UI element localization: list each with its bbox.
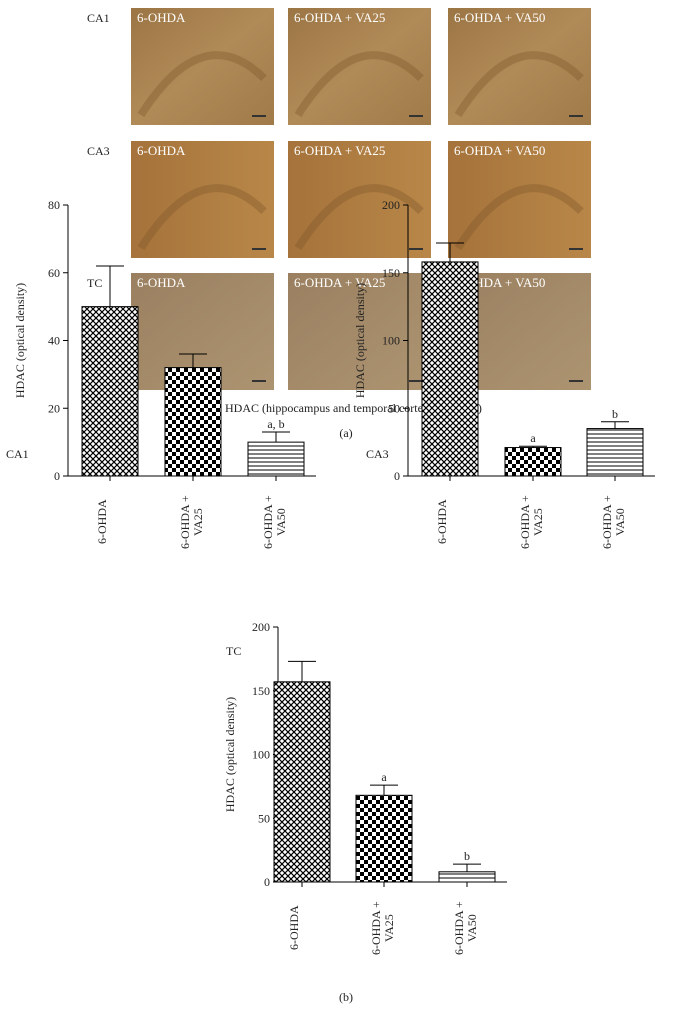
row-label: CA1 <box>87 11 110 25</box>
panel-label: (b) <box>339 990 353 1004</box>
bar <box>586 428 644 477</box>
chart-title: TC <box>226 644 241 658</box>
y-tick-label: 40 <box>48 334 60 348</box>
image-label: 6-OHDA + VA25 <box>294 275 385 290</box>
image-label: 6-OHDA + VA25 <box>294 10 385 25</box>
x-tick-label: 6-OHDA + VA25 <box>369 901 396 955</box>
image-label: 6-OHDA + VA50 <box>454 10 545 25</box>
panel-label: (a) <box>339 426 352 440</box>
micrograph <box>448 141 591 258</box>
x-tick-label: 6-OHDA <box>435 499 449 545</box>
x-tick-label: 6-OHDA <box>95 499 109 545</box>
micrograph-structure <box>294 184 424 251</box>
micrograph <box>131 141 274 258</box>
scale-bar <box>252 380 266 382</box>
significance-label: a, b <box>267 417 284 431</box>
micrograph-structure <box>137 184 267 251</box>
y-tick-label: 60 <box>48 266 60 280</box>
x-tick-label: 6-OHDA + VA25 <box>178 495 205 549</box>
micrograph <box>131 8 274 125</box>
x-tick-label: 6-OHDA + VA50 <box>600 495 627 549</box>
micrograph-structure <box>294 51 424 118</box>
y-tick-label: 0 <box>264 875 270 889</box>
scale-bar <box>409 380 423 382</box>
y-tick-label: 200 <box>252 620 270 634</box>
x-tick-label: 6-OHDA + VA50 <box>261 495 288 549</box>
significance-label: b <box>612 407 618 421</box>
y-tick-label: 0 <box>394 469 400 483</box>
panel-a-caption: HDAC (hippocampus and temporal cortex, T… <box>225 401 482 415</box>
image-label: 6-OHDA <box>137 143 186 158</box>
scale-bar <box>252 115 266 117</box>
chart-title: CA3 <box>366 447 389 461</box>
y-axis-label: HDAC (optical density) <box>223 697 237 812</box>
x-tick-label: 6-OHDA + VA25 <box>518 495 545 549</box>
scale-bar <box>569 248 583 250</box>
y-tick-label: 0 <box>54 469 60 483</box>
bar <box>421 261 479 477</box>
bar <box>81 306 139 477</box>
scale-bar <box>252 248 266 250</box>
y-tick-label: 200 <box>382 198 400 212</box>
significance-label: a <box>530 431 536 445</box>
row-label: CA3 <box>87 144 110 158</box>
chart-title: CA1 <box>6 447 29 461</box>
micrograph-structure <box>454 51 584 118</box>
scale-bar <box>569 115 583 117</box>
row-label: TC <box>87 276 102 290</box>
x-tick-label: 6-OHDA <box>287 905 301 951</box>
bar <box>438 871 496 883</box>
image-label: 6-OHDA <box>137 275 186 290</box>
micrograph <box>448 8 591 125</box>
bar <box>247 441 305 477</box>
micrograph-structure <box>137 51 267 118</box>
significance-label: b <box>464 849 470 863</box>
y-axis-label: HDAC (optical density) <box>13 283 27 398</box>
y-tick-label: 100 <box>382 334 400 348</box>
bar <box>504 447 562 477</box>
y-tick-label: 150 <box>382 266 400 280</box>
y-tick-label: 50 <box>388 401 400 415</box>
significance-label: a <box>381 770 387 784</box>
bar <box>273 681 331 883</box>
bar <box>355 794 413 883</box>
image-label: 6-OHDA + VA25 <box>294 143 385 158</box>
y-axis-label: HDAC (optical density) <box>353 283 367 398</box>
micrograph <box>288 8 431 125</box>
x-tick-label: 6-OHDA + VA50 <box>452 901 479 955</box>
y-tick-label: 50 <box>258 811 270 825</box>
scale-bar <box>569 380 583 382</box>
micrograph-structure <box>454 184 584 251</box>
image-label: 6-OHDA <box>137 10 186 25</box>
y-tick-label: 20 <box>48 401 60 415</box>
scale-bar <box>409 115 423 117</box>
scale-bar <box>409 248 423 250</box>
bar <box>164 367 222 477</box>
micrograph <box>288 141 431 258</box>
y-tick-label: 150 <box>252 684 270 698</box>
image-label: 6-OHDA + VA50 <box>454 143 545 158</box>
y-tick-label: 80 <box>48 198 60 212</box>
y-tick-label: 100 <box>252 748 270 762</box>
micrograph <box>288 273 431 390</box>
